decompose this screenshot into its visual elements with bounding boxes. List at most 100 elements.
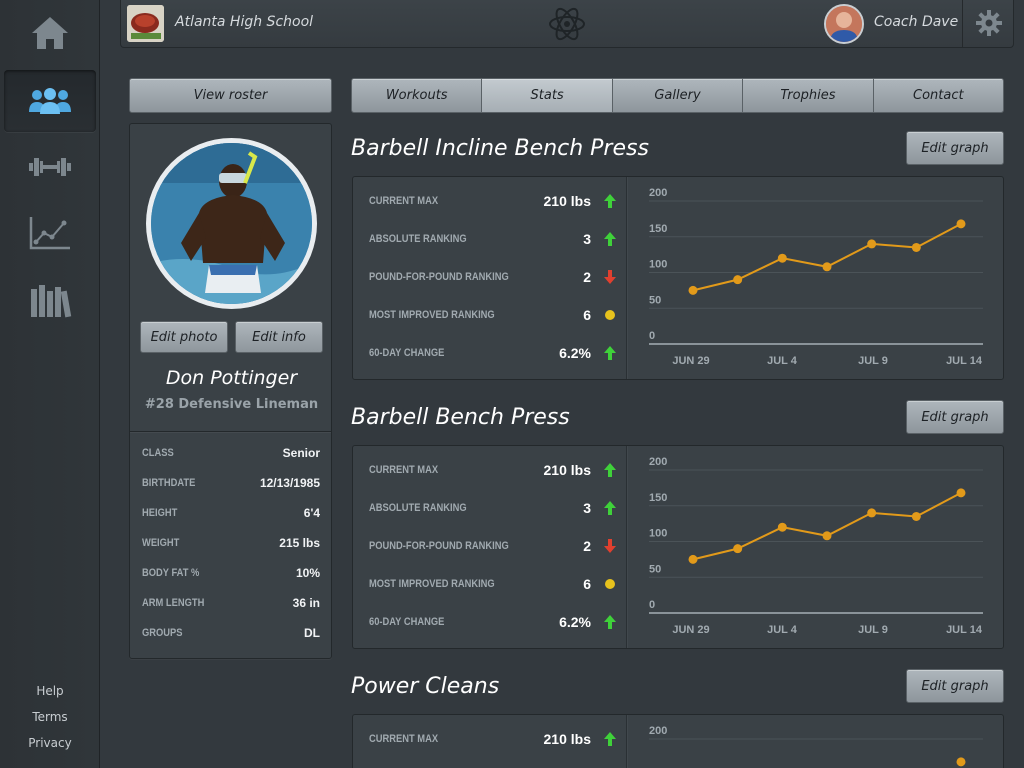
trend-down-icon [604,539,616,553]
left-nav: Help Terms Privacy [0,0,100,768]
data-point[interactable] [911,511,921,521]
data-point[interactable] [777,253,787,263]
stat-value: 6 [583,576,591,592]
stat-value: 2 [583,538,591,554]
coach-name[interactable]: Coach Dave [874,14,959,30]
settings-divider [962,0,963,47]
y-tick-label: 150 [649,223,667,235]
view-roster-button[interactable]: View roster [129,78,332,113]
trend-indicator [603,731,617,747]
series-line [692,491,962,561]
top-bar: Atlanta High School Coach Dave [120,0,1014,48]
privacy-link[interactable]: Privacy [28,736,72,750]
stat-value: 2 [583,269,591,285]
y-tick-label: 0 [649,599,655,611]
terms-link[interactable]: Terms [32,710,68,724]
home-icon [32,17,68,49]
y-tick-label: 50 [649,294,661,306]
trend-neutral-icon [605,579,615,589]
data-point[interactable] [822,262,832,272]
data-point[interactable] [911,242,921,252]
info-row-birthdate: BIRTHDATE 12/13/1985 [142,468,320,498]
info-label: GROUPS [142,627,183,639]
stat-label: 60-DAY CHANGE [369,616,445,628]
profile-card: Edit photo Edit info Don Pottinger #28 D… [129,123,332,659]
section-title: Power Cleans [351,674,500,699]
edit-graph-button[interactable]: Edit graph [906,131,1004,165]
y-tick-label: 0 [649,330,655,342]
nav-home[interactable] [4,2,96,64]
data-point[interactable] [733,275,743,285]
stat-label: POUND-FOR-POUND RANKING [369,540,509,552]
y-tick-label: 200 [649,725,667,737]
stat-value: 210 lbs [543,462,591,478]
data-point[interactable] [777,522,787,532]
info-label: BODY FAT % [142,567,200,579]
trend-up-icon [604,463,616,477]
trend-up-icon [604,232,616,246]
stat-row: POUND-FOR-POUND RANKING 2 [369,267,617,287]
data-point[interactable] [867,508,877,518]
coach-avatar[interactable] [824,4,864,44]
line-chart: 200 [649,725,983,767]
stat-label: ABSOLUTE RANKING [369,502,467,514]
info-value: Senior [282,446,320,460]
school-logo[interactable] [127,5,164,42]
data-point[interactable] [867,239,877,249]
gear-icon[interactable] [975,9,1003,37]
info-label: HEIGHT [142,507,178,519]
dumbbell-icon [29,158,71,176]
data-point[interactable] [688,285,698,295]
school-name[interactable]: Atlanta High School [175,14,314,30]
stat-value: 210 lbs [543,731,591,747]
tab-trophies[interactable]: Trophies [743,79,874,112]
data-point[interactable] [956,488,966,498]
tab-stats[interactable]: Stats [482,79,613,112]
trend-indicator [603,538,617,554]
stat-row: MOST IMPROVED RANKING 6 [369,574,617,594]
football-logo-icon [127,5,164,42]
atom-logo-icon [549,7,585,41]
stat-divider [626,177,627,379]
stat-label: ABSOLUTE RANKING [369,233,467,245]
edit-graph-button[interactable]: Edit graph [906,400,1004,434]
nav-stats[interactable] [4,202,96,264]
stat-value: 3 [583,500,591,516]
edit-photo-button[interactable]: Edit photo [140,321,228,353]
x-tick-label: JUL 14 [946,355,983,367]
trend-up-icon [604,346,616,360]
info-value: 10% [295,566,320,580]
tab-contact[interactable]: Contact [873,79,1003,112]
tab-gallery[interactable]: Gallery [612,79,744,112]
stat-row: ABSOLUTE RANKING 3 [369,498,617,518]
trend-indicator [603,462,617,478]
coach-photo-icon [826,6,862,42]
trend-indicator [603,614,617,630]
trend-indicator [603,345,617,361]
stat-label: CURRENT MAX [369,464,439,476]
info-value: 6'4 [303,506,320,520]
stat-label: 60-DAY CHANGE [369,347,445,359]
trend-indicator [603,307,617,323]
data-point[interactable] [956,219,966,229]
data-point[interactable] [822,531,832,541]
data-point[interactable] [733,544,743,554]
nav-library[interactable] [4,270,96,332]
y-tick-label: 200 [649,456,667,468]
edit-info-button[interactable]: Edit info [235,321,323,353]
tab-workouts[interactable]: Workouts [352,79,483,112]
stat-value: 6.2% [559,345,591,361]
edit-graph-button[interactable]: Edit graph [906,669,1004,703]
data-point[interactable] [956,757,966,767]
info-label: CLASS [142,447,174,459]
library-icon [31,285,72,318]
info-value: 36 in [292,596,320,610]
nav-team[interactable] [4,70,96,132]
nav-workouts[interactable] [4,136,96,198]
help-link[interactable]: Help [36,684,64,698]
stat-row: CURRENT MAX 210 lbs [369,460,617,480]
series-line [692,222,962,292]
data-point[interactable] [688,554,698,564]
stat-row: ABSOLUTE RANKING 3 [369,229,617,249]
stat-row: 60-DAY CHANGE 6.2% [369,612,617,632]
